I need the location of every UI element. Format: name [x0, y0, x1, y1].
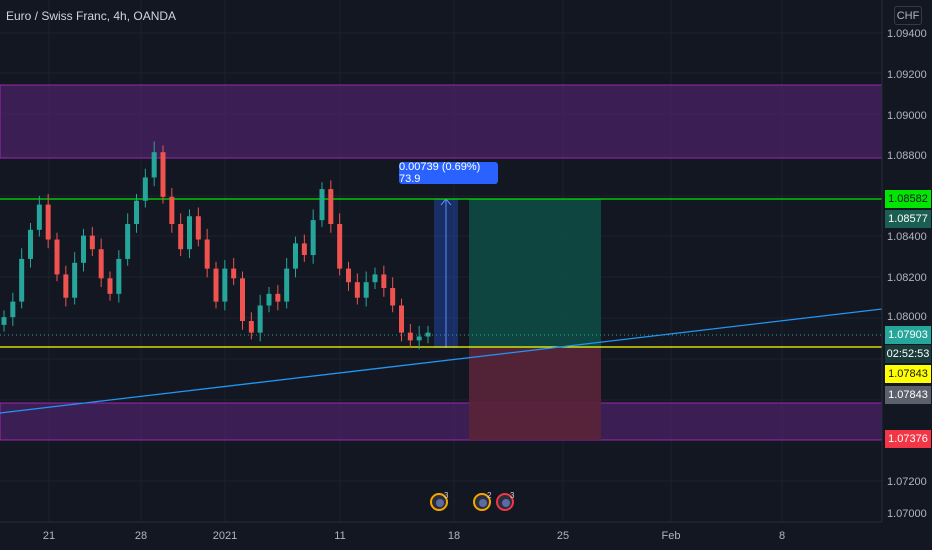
y-axis-label: 1.08000 — [887, 311, 927, 323]
candle-body — [310, 220, 316, 256]
candle-body — [248, 321, 254, 333]
last-price-tag: 1.07903 — [885, 326, 931, 344]
globe-icon — [436, 499, 444, 507]
candle-body — [354, 282, 360, 298]
y-axis-label: 1.09400 — [887, 28, 927, 40]
candle-body — [293, 243, 298, 269]
candle-body — [231, 268, 237, 279]
candle-body — [257, 305, 263, 333]
x-axis-label: 11 — [334, 530, 346, 542]
candle-body — [10, 301, 16, 318]
candle-body — [266, 293, 272, 306]
event-count: 3 — [444, 491, 449, 500]
y-axis-label: 1.08800 — [887, 150, 927, 162]
candle-body — [187, 216, 192, 250]
y-axis-label: 1.09200 — [887, 69, 927, 81]
y-axis-label: 1.09000 — [887, 110, 927, 122]
candle-body — [381, 274, 387, 289]
currency-button[interactable]: CHF — [894, 6, 922, 25]
candle-body — [160, 152, 166, 197]
candle-body — [301, 243, 307, 256]
support-zone[interactable] — [0, 402, 883, 441]
event-count: 3 — [510, 491, 515, 500]
candle-body — [337, 224, 343, 269]
candle-body — [319, 189, 325, 221]
candle-body — [169, 196, 175, 224]
candle-body — [346, 268, 351, 283]
loss-zone[interactable] — [469, 348, 601, 440]
candles-layer — [1, 141, 431, 350]
resistance-zone[interactable] — [0, 84, 883, 159]
candle-body — [425, 332, 431, 337]
candle-body — [372, 274, 378, 283]
candle-body — [363, 282, 369, 298]
candle-body — [204, 239, 210, 269]
candle-body — [178, 224, 184, 250]
candle-body — [222, 268, 228, 302]
candle-body — [89, 235, 95, 250]
x-axis-label: 25 — [556, 530, 570, 542]
globe-icon — [502, 499, 510, 507]
x-axis-label: 8 — [778, 530, 786, 542]
x-axis-label: 18 — [447, 530, 461, 542]
candle-body — [36, 204, 42, 230]
x-axis-label: Feb — [661, 530, 681, 542]
candle-body — [407, 332, 413, 341]
bar-countdown: 02:52:53 — [885, 345, 931, 363]
candle-body — [328, 189, 334, 224]
y-axis-label: 1.08200 — [887, 272, 927, 284]
high-price-tag: 1.08577 — [885, 210, 931, 228]
y-axis-label: 1.07200 — [887, 476, 927, 488]
event-count: 2 — [487, 491, 492, 500]
candle-body — [63, 274, 69, 298]
trendline[interactable] — [0, 308, 883, 414]
candle-body — [142, 177, 148, 201]
candle-body — [81, 235, 86, 263]
candle-body — [19, 258, 25, 302]
profit-zone[interactable] — [469, 199, 601, 348]
economic-event-icon[interactable]: 3 — [496, 491, 515, 511]
candle-body — [284, 268, 290, 302]
candle-body — [1, 317, 7, 325]
candle-body — [213, 268, 219, 302]
candle-body — [28, 229, 33, 259]
candle-body — [416, 336, 422, 341]
entry-price-tag[interactable]: 1.07843 — [885, 365, 931, 383]
candle-body — [125, 224, 131, 259]
y-axis-label: 1.07000 — [887, 508, 927, 520]
candle-body — [72, 262, 78, 298]
entry-gray-tag: 1.07843 — [885, 386, 931, 404]
x-axis-label: 28 — [134, 530, 148, 542]
candle-body — [151, 152, 157, 178]
measure-label: 0.00739 (0.69%) 73.9 — [399, 161, 498, 185]
target-price-tag[interactable]: 1.08582 — [885, 190, 931, 208]
globe-icon — [479, 499, 487, 507]
candle-body — [195, 216, 201, 240]
economic-event-icon[interactable]: 3 — [430, 491, 449, 511]
x-axis-label: 2021 — [212, 530, 238, 542]
symbol-title[interactable]: Euro / Swiss Franc, 4h, OANDA — [6, 9, 177, 23]
candle-body — [134, 200, 139, 224]
candle-body — [98, 249, 104, 279]
economic-event-icon[interactable]: 2 — [473, 491, 492, 511]
candle-body — [107, 278, 113, 294]
candle-body — [275, 293, 281, 302]
candle-body — [54, 239, 60, 275]
candle-body — [45, 204, 51, 240]
candle-body — [240, 278, 245, 321]
candle-body — [399, 305, 404, 333]
candle-body — [116, 258, 122, 294]
x-axis-label: 21 — [42, 530, 56, 542]
stop-price-tag[interactable]: 1.07376 — [885, 430, 931, 448]
candle-body — [390, 288, 396, 306]
y-axis-label: 1.08400 — [887, 231, 927, 243]
